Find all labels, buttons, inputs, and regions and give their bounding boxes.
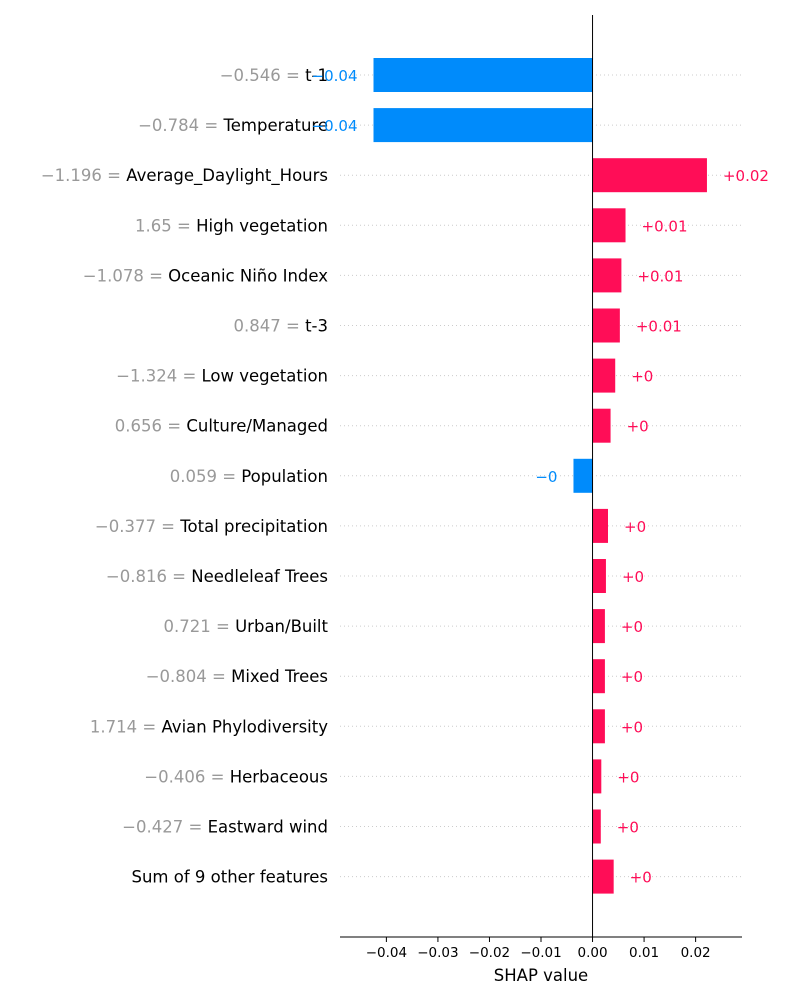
feature-name: t-1: [305, 66, 328, 85]
feature-value: 1.714 =: [90, 717, 162, 736]
feature-label: 0.721 = Urban/Built: [164, 617, 329, 636]
bar-value-label: −0: [535, 468, 557, 486]
x-axis: −0.04 −0.03 −0.02 −0.01 0.00 0.01 0.02: [340, 936, 742, 961]
bar-value-label: +0: [631, 368, 653, 386]
bar-15: [592, 759, 602, 794]
feature-name: Urban/Built: [235, 617, 328, 636]
bar-value-label: −0.04: [312, 117, 358, 135]
feature-value: 0.059 =: [170, 467, 242, 486]
feature-label: −0.377 = Total precipitation: [95, 517, 328, 536]
bar-1: [373, 58, 593, 92]
feature-value: −0.427 =: [122, 818, 207, 837]
bar-17: [592, 859, 614, 894]
bar-value-labels: −0.04 −0.04 +0.02 +0.01 +0.01 +0.01 +0 +0 −0 +0 +0…: [312, 67, 769, 887]
feature-label: 0.847 = t-3: [234, 317, 328, 336]
feature-name: Population: [241, 467, 328, 486]
bars: [373, 58, 707, 894]
bar-4: [592, 208, 626, 243]
feature-label: 0.656 = Culture/Managed: [115, 417, 328, 436]
bar-value-label: +0.01: [642, 217, 688, 235]
x-tick-label: 0.00: [578, 945, 608, 961]
x-tick-label: −0.02: [469, 945, 510, 961]
x-tick-label: −0.04: [366, 945, 407, 961]
feature-label: −0.784 = Temperature: [138, 116, 328, 135]
feature-name: Total precipitation: [179, 517, 328, 536]
x-axis-title: SHAP value: [494, 966, 588, 985]
feature-value: 0.721 =: [164, 617, 236, 636]
feature-name: Mixed Trees: [231, 667, 328, 686]
feature-name: t-3: [305, 317, 328, 336]
feature-name: Avian Phylodiversity: [161, 717, 328, 736]
feature-name: Average_Daylight_Hours: [126, 166, 328, 186]
bar-12: [592, 609, 605, 644]
feature-name: Sum of 9 other features: [131, 868, 328, 887]
feature-label: Sum of 9 other features: [131, 868, 328, 887]
bar-16: [592, 809, 601, 844]
feature-label: −0.406 = Herbaceous: [144, 767, 328, 786]
bar-value-label: +0: [617, 819, 639, 837]
feature-value: −1.324 =: [116, 367, 201, 386]
feature-value: 0.847 =: [234, 317, 306, 336]
bar-2: [373, 108, 593, 143]
feature-value: −1.196 =: [41, 166, 126, 185]
bar-14: [592, 709, 605, 744]
bar-value-label: +0: [621, 618, 643, 636]
feature-value: −0.784 =: [138, 116, 223, 135]
feature-value: 1.65 =: [135, 216, 196, 235]
x-tick-label: −0.01: [520, 945, 561, 961]
feature-label: −0.546 = t-1: [220, 66, 328, 85]
feature-label: −1.196 = Average_Daylight_Hours: [41, 166, 328, 186]
x-tick-label: −0.03: [417, 945, 458, 961]
feature-labels: −0.546 = t-1 −0.784 = Temperature −1.196 =…: [41, 66, 329, 887]
bar-8: [592, 408, 611, 443]
bar-value-label: +0.01: [637, 267, 683, 285]
feature-label: −0.816 = Needleleaf Trees: [106, 567, 328, 586]
feature-value: 0.656 =: [115, 417, 187, 436]
bar-5: [592, 258, 622, 293]
feature-value: −0.804 =: [146, 667, 231, 686]
feature-label: −1.078 = Oceanic Niño Index: [83, 266, 328, 285]
x-tick-label: 0.02: [681, 945, 711, 961]
bar-value-label: +0: [621, 668, 643, 686]
bar-value-label: +0: [627, 418, 649, 436]
feature-label: 0.059 = Population: [170, 467, 328, 486]
feature-value: −0.546 =: [220, 66, 305, 85]
feature-label: −0.804 = Mixed Trees: [146, 667, 328, 686]
feature-value: −0.377 =: [95, 517, 180, 536]
bar-6: [592, 308, 620, 343]
feature-value: −0.406 =: [144, 767, 229, 786]
feature-name: High vegetation: [196, 216, 328, 235]
feature-label: −0.427 = Eastward wind: [122, 818, 328, 837]
feature-name: Eastward wind: [208, 818, 328, 837]
bar-3: [592, 158, 707, 193]
feature-value: −0.816 =: [106, 567, 191, 586]
bar-value-label: +0: [630, 869, 652, 887]
feature-name: Culture/Managed: [186, 417, 328, 436]
bar-value-label: +0: [617, 768, 639, 786]
bar-9: [573, 458, 593, 493]
x-tick-label: 0.01: [629, 945, 659, 961]
bar-11: [592, 559, 606, 593]
bar-7: [592, 358, 616, 393]
feature-label: 1.65 = High vegetation: [135, 216, 328, 235]
bar-13: [592, 659, 605, 694]
bar-10: [592, 508, 608, 543]
bar-value-label: +0: [622, 568, 644, 586]
bar-value-label: +0: [624, 518, 646, 536]
feature-name: Herbaceous: [230, 767, 328, 786]
grid-lines: [340, 74, 742, 878]
bar-value-label: +0: [621, 718, 643, 736]
bar-value-label: +0.02: [723, 167, 769, 185]
feature-name: Low vegetation: [202, 367, 328, 386]
feature-name: Needleleaf Trees: [191, 567, 328, 586]
feature-label: −1.324 = Low vegetation: [116, 367, 328, 386]
feature-label: 1.714 = Avian Phylodiversity: [90, 717, 328, 736]
bar-value-label: −0.04: [312, 67, 358, 85]
feature-name: Temperature: [222, 116, 328, 135]
feature-name: Oceanic Niño Index: [168, 266, 328, 285]
bar-value-label: +0.01: [636, 318, 682, 336]
feature-value: −1.078 =: [83, 266, 168, 285]
